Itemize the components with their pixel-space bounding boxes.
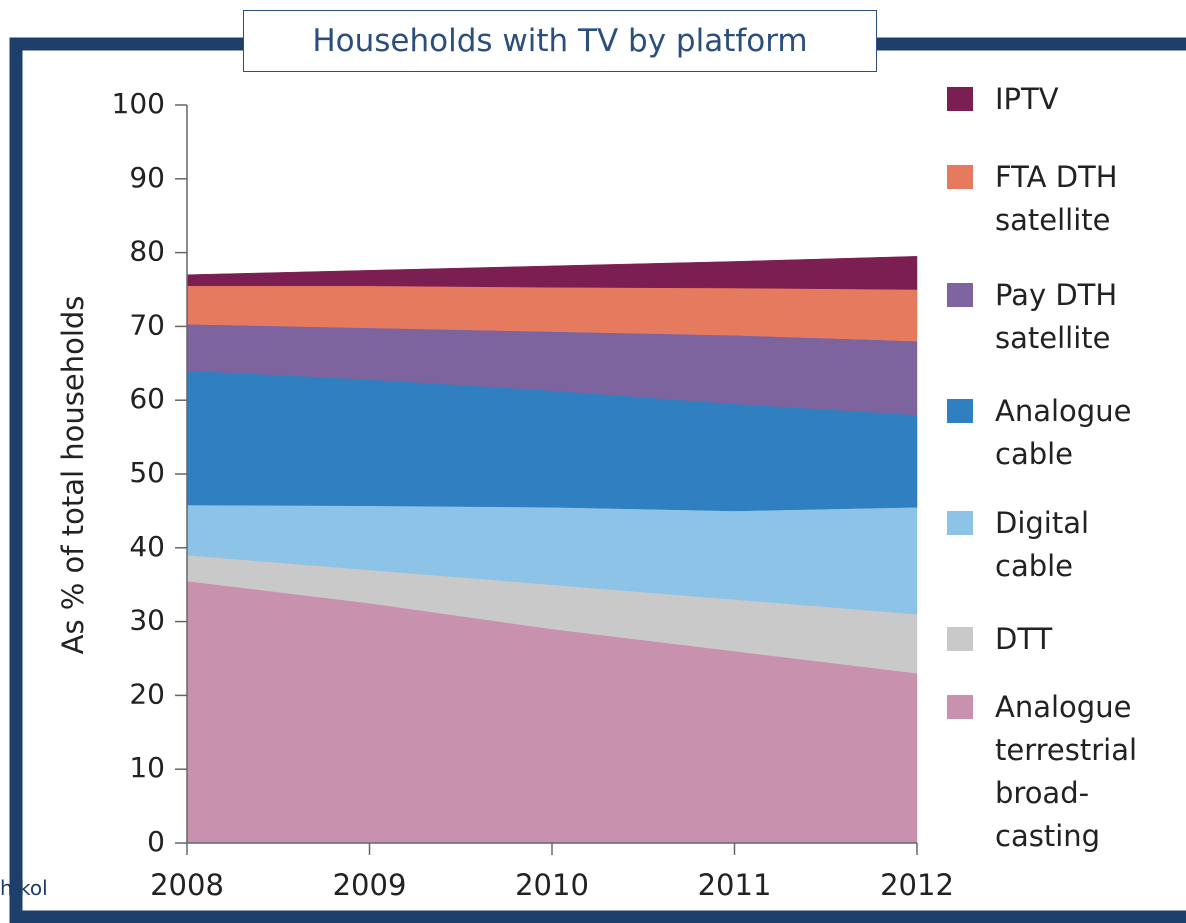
y-tick-label: 70 — [129, 308, 165, 341]
legend-swatch — [947, 283, 973, 307]
legend-entry: DTT — [947, 618, 1052, 661]
y-tick-label: 20 — [129, 677, 165, 710]
footer-text: h kol — [0, 876, 48, 900]
y-axis-title: As % of total households — [56, 296, 90, 655]
legend-entry: Digital cable — [947, 502, 1089, 588]
legend-swatch — [947, 87, 973, 111]
legend-swatch — [947, 511, 973, 535]
legend-label: Analogue cable — [995, 394, 1132, 471]
legend-swatch — [947, 627, 973, 651]
y-tick-label: 60 — [129, 382, 165, 415]
legend-swatch — [947, 695, 973, 719]
legend-entry: Analogue terrestrial broad- casting — [947, 686, 1137, 858]
chart-title: Households with TV by platform — [243, 10, 877, 72]
y-tick-label: 10 — [129, 751, 165, 784]
legend-label: DTT — [995, 622, 1053, 656]
legend-entry: Analogue cable — [947, 390, 1131, 476]
legend-label: Pay DTH satellite — [995, 278, 1118, 355]
y-tick-label: 80 — [129, 235, 165, 268]
y-tick-label: 0 — [147, 825, 165, 858]
area-series — [186, 256, 918, 290]
x-tick-label: 2011 — [698, 868, 772, 902]
legend-swatch — [947, 399, 973, 423]
y-tick-label: 40 — [129, 530, 165, 563]
y-tick-label: 30 — [129, 604, 165, 637]
y-tick-label: 50 — [129, 456, 165, 489]
x-tick-label: 2009 — [333, 868, 407, 902]
x-tick-label: 2008 — [150, 868, 224, 902]
legend-label: FTA DTH satellite — [995, 160, 1118, 237]
y-tick-label: 100 — [112, 87, 165, 120]
legend-swatch — [947, 165, 973, 189]
legend-entry: Pay DTH satellite — [947, 274, 1117, 360]
legend-label: Digital cable — [995, 506, 1090, 583]
legend-entry: FTA DTH satellite — [947, 156, 1118, 242]
legend-label: Analogue terrestrial broad- casting — [995, 690, 1138, 853]
y-tick-label: 90 — [129, 161, 165, 194]
legend-entry: IPTV — [947, 78, 1059, 121]
x-tick-label: 2010 — [515, 868, 589, 902]
x-tick-label: 2012 — [880, 868, 954, 902]
legend-label: IPTV — [995, 82, 1059, 116]
